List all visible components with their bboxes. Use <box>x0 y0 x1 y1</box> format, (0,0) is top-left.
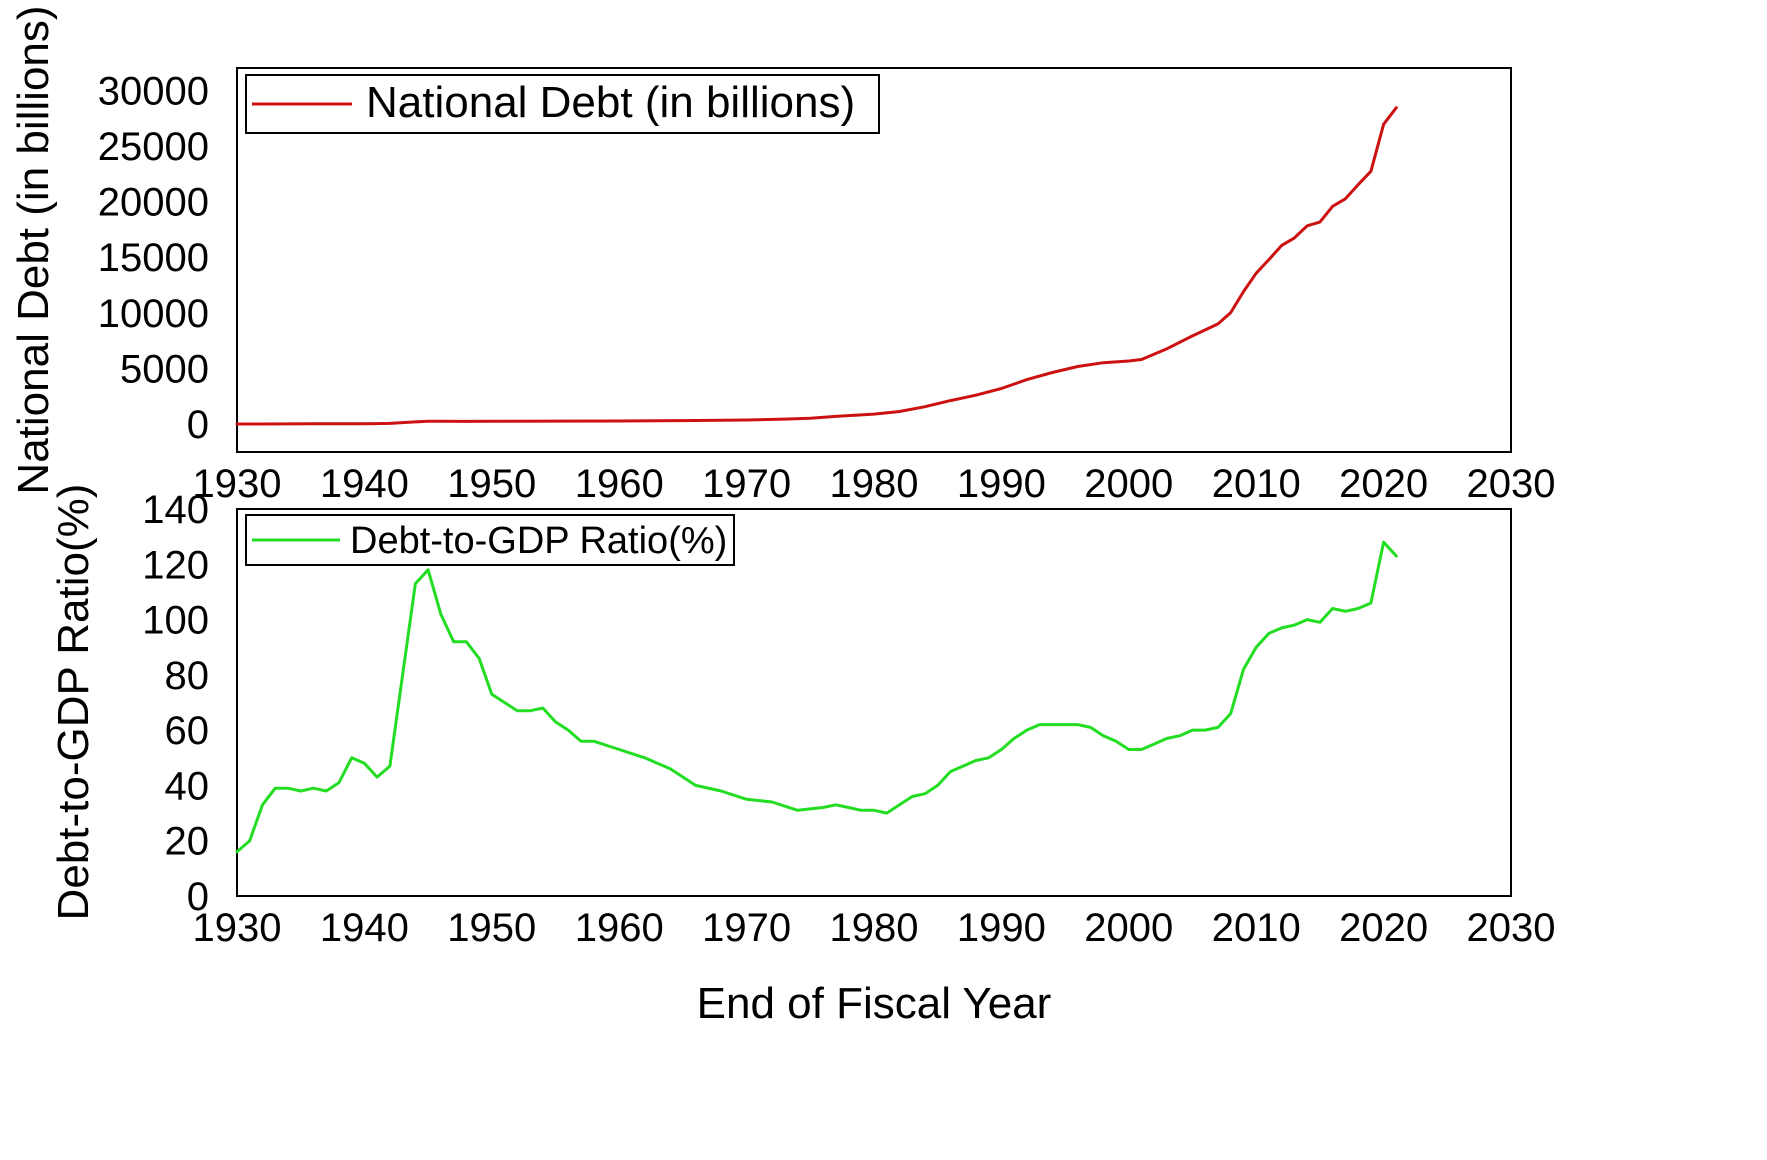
top-series-group <box>235 106 1398 426</box>
y-tick-label: 30000 <box>98 69 209 113</box>
x-tick-label: 1980 <box>830 462 919 506</box>
y-tick-label: 25000 <box>98 125 209 169</box>
bottom-y-axis-title: Debt-to-GDP Ratio(%) <box>49 484 98 921</box>
x-tick-label: 1970 <box>702 906 791 950</box>
x-tick-label: 2030 <box>1467 462 1556 506</box>
y-tick-label: 60 <box>165 709 210 753</box>
x-tick-label: 1940 <box>320 462 409 506</box>
x-tick-label: 1940 <box>320 906 409 950</box>
top-plot-frame <box>236 67 1512 453</box>
x-tick-label: 1990 <box>957 462 1046 506</box>
y-tick-label: 0 <box>187 875 209 919</box>
x-tick-label: 1950 <box>447 906 536 950</box>
bottom-x-axis-title: End of Fiscal Year <box>697 979 1052 1028</box>
bottom-y-ticks: 0 20 40 60 80 100 120 140 <box>142 488 209 919</box>
x-tick-label: 1950 <box>447 462 536 506</box>
x-tick-label: 1970 <box>702 462 791 506</box>
top-y-ticks: 0 5000 10000 15000 20000 25000 30000 <box>98 69 209 447</box>
top-x-ticks: 1930 1940 1950 1960 1970 1980 1990 2000 2010 2020… <box>193 462 1556 506</box>
y-tick-label: 100 <box>142 599 209 643</box>
y-tick-label: 5000 <box>120 348 209 392</box>
bottom-legend-label: Debt-to-GDP Ratio(%) <box>350 520 727 562</box>
y-tick-label: 20 <box>165 820 210 864</box>
x-tick-label: 2010 <box>1212 462 1301 506</box>
x-tick-label: 1930 <box>193 906 282 950</box>
y-tick-label: 15000 <box>98 236 209 280</box>
top-legend-label: National Debt (in billions) <box>366 78 855 127</box>
y-tick-label: 80 <box>165 654 210 698</box>
bottom-plot-frame <box>236 508 1512 897</box>
bottom-legend: Debt-to-GDP Ratio(%) <box>245 514 735 566</box>
series-line <box>235 106 1398 426</box>
y-tick-label: 10000 <box>98 292 209 336</box>
top-legend: National Debt (in billions) <box>245 74 880 134</box>
y-tick-label: 140 <box>142 488 209 532</box>
x-tick-label: 2000 <box>1084 906 1173 950</box>
x-tick-label: 2000 <box>1084 462 1173 506</box>
x-tick-label: 2010 <box>1212 906 1301 950</box>
x-tick-label: 2020 <box>1339 906 1428 950</box>
x-tick-label: 1930 <box>193 462 282 506</box>
y-tick-label: 40 <box>165 764 210 808</box>
x-tick-label: 1990 <box>957 906 1046 950</box>
x-tick-label: 1960 <box>575 906 664 950</box>
y-tick-label: 20000 <box>98 181 209 225</box>
y-tick-label: 120 <box>142 543 209 587</box>
x-tick-label: 1960 <box>575 462 664 506</box>
x-tick-label: 2030 <box>1467 906 1556 950</box>
series-line <box>235 540 1398 854</box>
top-y-axis-title: National Debt (in billions) <box>9 5 58 494</box>
y-tick-label: 0 <box>187 403 209 447</box>
bottom-series-group <box>235 540 1398 854</box>
x-tick-label: 1980 <box>830 906 919 950</box>
x-tick-label: 2020 <box>1339 462 1428 506</box>
bottom-x-ticks: 1930 1940 1950 1960 1970 1980 1990 2000 2010 2020… <box>193 906 1556 950</box>
